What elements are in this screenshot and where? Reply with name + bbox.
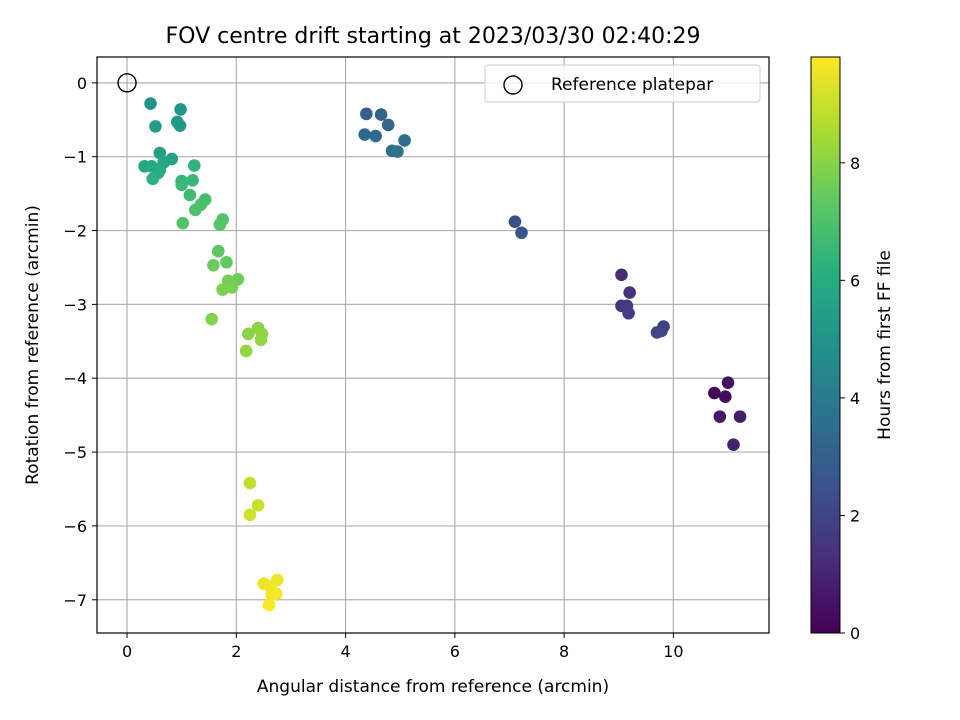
colorbar-tick-label: 4 xyxy=(850,389,860,408)
data-points xyxy=(138,97,747,612)
colorbar-gradient xyxy=(810,56,841,634)
x-tick-label: 0 xyxy=(122,642,132,661)
data-point xyxy=(369,129,382,143)
data-point xyxy=(207,258,220,272)
legend-marker xyxy=(503,75,523,95)
data-point xyxy=(144,97,157,110)
reference-marker xyxy=(117,73,137,93)
colorbar-tick-label: 6 xyxy=(850,271,860,290)
data-point xyxy=(708,386,721,400)
data-point xyxy=(727,438,740,451)
data-point xyxy=(391,145,404,158)
data-point xyxy=(718,390,732,403)
y-tick-label: −1 xyxy=(63,148,87,167)
data-point xyxy=(205,312,219,326)
data-point xyxy=(149,120,162,133)
x-tick-label: 8 xyxy=(559,642,569,661)
data-point xyxy=(243,476,257,490)
legend-label: Reference platepar xyxy=(551,75,713,95)
data-point xyxy=(721,376,735,389)
plot-frame xyxy=(96,56,770,634)
x-tick-label: 4 xyxy=(340,642,350,661)
data-point xyxy=(174,103,187,116)
colorbar: 0 2 4 6 8 Hours from first FF file xyxy=(810,56,895,643)
data-point xyxy=(251,498,265,512)
data-point xyxy=(175,178,188,192)
data-point xyxy=(242,327,255,341)
y-tick-label: −5 xyxy=(63,443,87,462)
data-point xyxy=(358,128,372,141)
data-point xyxy=(239,344,253,358)
data-point xyxy=(713,410,727,423)
colorbar-tick-label: 0 xyxy=(850,624,860,643)
data-point xyxy=(189,203,202,217)
data-point xyxy=(650,326,664,339)
chart-title: FOV centre drift starting at 2023/03/30 … xyxy=(166,24,701,49)
data-point xyxy=(186,174,199,187)
data-point xyxy=(153,146,167,160)
data-point xyxy=(515,226,528,240)
data-point xyxy=(176,216,190,230)
data-point xyxy=(243,508,257,522)
data-point xyxy=(213,218,227,231)
data-point xyxy=(508,215,522,228)
y-axis: 0 −1 −2 −3 −4 −5 −6 −7 xyxy=(63,74,97,610)
legend: Reference platepar xyxy=(484,64,761,103)
x-tick-label: 10 xyxy=(663,642,683,661)
y-axis-label: Rotation from reference (arcmin) xyxy=(23,205,43,485)
data-point xyxy=(360,107,373,121)
data-point xyxy=(187,159,201,172)
y-tick-label: −4 xyxy=(63,369,87,388)
legend-box xyxy=(484,64,761,103)
colorbar-tick-label: 2 xyxy=(850,506,860,525)
data-point xyxy=(615,268,628,282)
x-axis: 0 2 4 6 8 10 xyxy=(122,633,684,661)
x-axis-label: Angular distance from reference (arcmin) xyxy=(257,677,609,697)
data-point xyxy=(173,119,187,132)
x-tick-label: 6 xyxy=(450,642,460,661)
grid-lines xyxy=(97,57,769,633)
y-tick-label: −6 xyxy=(63,517,87,536)
data-point xyxy=(146,172,160,186)
data-point xyxy=(733,410,747,423)
data-point xyxy=(269,587,283,601)
data-point xyxy=(220,255,233,269)
data-point xyxy=(398,134,411,147)
y-tick-label: −3 xyxy=(63,295,87,314)
data-point xyxy=(623,286,636,299)
data-point xyxy=(381,118,395,132)
data-point xyxy=(254,333,268,347)
data-point xyxy=(374,108,388,121)
y-tick-label: −7 xyxy=(63,591,87,610)
data-point xyxy=(211,244,225,258)
colorbar-tick-label: 8 xyxy=(850,154,860,173)
colorbar-ticks: 0 2 4 6 8 xyxy=(840,154,860,643)
x-tick-label: 2 xyxy=(231,642,241,661)
data-point xyxy=(216,283,229,296)
y-tick-label: −2 xyxy=(63,222,87,241)
reference-point xyxy=(117,73,137,93)
data-point xyxy=(262,598,276,612)
colorbar-label: Hours from first FF file xyxy=(875,250,895,440)
data-point xyxy=(622,306,635,320)
y-tick-label: 0 xyxy=(77,74,87,93)
data-point xyxy=(183,188,197,202)
